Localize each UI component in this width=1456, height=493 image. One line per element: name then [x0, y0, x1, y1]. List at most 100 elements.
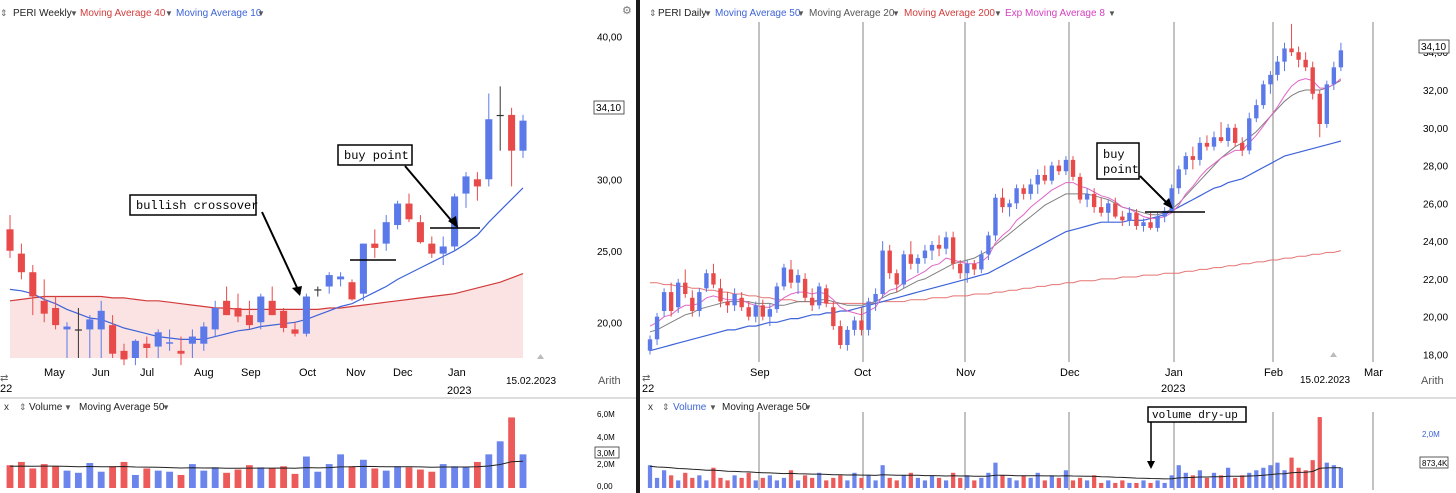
candle[interactable]	[1317, 90, 1322, 138]
volume-bar[interactable]	[314, 471, 322, 488]
volume-bar[interactable]	[943, 480, 949, 488]
volume-bar[interactable]	[371, 468, 379, 488]
weekly-volume-ma[interactable]: Moving Average 50	[79, 402, 165, 413]
candle[interactable]	[394, 200, 402, 230]
candle[interactable]	[1296, 46, 1301, 68]
candle[interactable]	[1063, 156, 1069, 175]
candle[interactable]	[1056, 159, 1062, 175]
volume-bar[interactable]	[915, 477, 921, 488]
panel-divider[interactable]	[636, 0, 640, 493]
candle[interactable]	[177, 336, 185, 366]
candle[interactable]	[1183, 152, 1188, 175]
candle[interactable]	[1091, 188, 1097, 213]
candle[interactable]	[936, 235, 942, 257]
weekly-drag-icon[interactable]: ⇕	[0, 8, 8, 18]
candle[interactable]	[915, 254, 921, 274]
volume-bar[interactable]	[972, 480, 977, 488]
candle[interactable]	[690, 290, 695, 317]
candle[interactable]	[337, 272, 345, 287]
volume-bar[interactable]	[1028, 477, 1033, 488]
volume-bar[interactable]	[901, 475, 906, 488]
candle[interactable]	[852, 316, 857, 336]
candle[interactable]	[1134, 209, 1139, 230]
volume-bar[interactable]	[1296, 467, 1301, 488]
volume-bar[interactable]	[1317, 417, 1322, 488]
volume-bar[interactable]	[1021, 475, 1026, 488]
candle[interactable]	[908, 241, 914, 270]
volume-bar[interactable]	[1084, 480, 1090, 488]
volume-bar[interactable]	[1113, 482, 1118, 488]
candle[interactable]	[880, 241, 885, 298]
volume-bar[interactable]	[337, 454, 345, 488]
volume-bar[interactable]	[302, 456, 310, 488]
candle[interactable]	[211, 300, 219, 337]
volume-bar[interactable]	[1324, 462, 1329, 488]
candle[interactable]	[405, 193, 413, 223]
daily-scroll-icon[interactable]: ⇄	[642, 373, 650, 384]
candle[interactable]	[943, 231, 949, 255]
candle[interactable]	[838, 320, 843, 349]
candle[interactable]	[774, 282, 780, 313]
candle[interactable]	[1324, 80, 1329, 128]
candle[interactable]	[1084, 188, 1090, 208]
candle[interactable]	[725, 292, 730, 313]
candle[interactable]	[1099, 197, 1104, 217]
candle[interactable]	[519, 114, 527, 158]
volume-bar[interactable]	[1218, 475, 1224, 488]
candle[interactable]	[1261, 80, 1266, 109]
volume-bar[interactable]	[1204, 477, 1210, 488]
volume-bar[interactable]	[887, 477, 892, 488]
volume-bar[interactable]	[416, 469, 424, 488]
volume-bar[interactable]	[873, 480, 878, 488]
candle[interactable]	[496, 86, 504, 151]
weekly-scroll-icon[interactable]: ⇄	[0, 373, 8, 384]
candle[interactable]	[1155, 212, 1160, 232]
candle[interactable]	[668, 282, 674, 317]
candle[interactable]	[1049, 161, 1055, 185]
volume-bar[interactable]	[1000, 475, 1005, 488]
volume-bar[interactable]	[1134, 482, 1139, 488]
candle[interactable]	[704, 269, 709, 293]
volume-bar[interactable]	[1303, 470, 1308, 488]
volume-bar[interactable]	[859, 477, 864, 488]
candle[interactable]	[817, 282, 822, 310]
volume-bar[interactable]	[29, 468, 37, 488]
candle[interactable]	[416, 215, 424, 244]
daily-symbol[interactable]: PERI Daily	[658, 8, 706, 19]
candle[interactable]	[1028, 178, 1033, 200]
candle[interactable]	[280, 307, 288, 333]
daily-volume-caret[interactable]: ▼	[709, 403, 717, 412]
volume-bar[interactable]	[936, 477, 942, 488]
volume-bar[interactable]	[654, 477, 660, 488]
candle[interactable]	[873, 288, 878, 311]
weekly-scale-label[interactable]: Arith	[598, 375, 621, 387]
volume-bar[interactable]	[40, 464, 48, 488]
candle[interactable]	[1042, 165, 1047, 185]
volume-bar[interactable]	[1338, 467, 1344, 488]
candle[interactable]	[1254, 99, 1259, 123]
candle[interactable]	[1120, 210, 1125, 226]
volume-bar[interactable]	[1063, 470, 1069, 488]
volume-bar[interactable]	[1247, 472, 1252, 488]
volume-bar[interactable]	[661, 470, 667, 488]
volume-bar[interactable]	[348, 466, 356, 488]
volume-bar[interactable]	[817, 472, 822, 488]
candle[interactable]	[1014, 184, 1019, 209]
candle[interactable]	[97, 300, 105, 358]
candle[interactable]	[802, 273, 808, 302]
volume-bar[interactable]	[979, 477, 984, 488]
volume-bar[interactable]	[291, 473, 299, 488]
candle[interactable]	[1127, 207, 1132, 226]
volume-bar[interactable]	[154, 470, 162, 488]
daily-drag-icon[interactable]: ⇕	[649, 8, 657, 18]
daily-volume-ma[interactable]: Moving Average 50	[722, 402, 808, 413]
weekly-ma40-label[interactable]: Moving Average 40	[80, 8, 166, 19]
candle[interactable]	[1070, 156, 1076, 181]
candle[interactable]	[257, 293, 265, 330]
daily-ma50-caret[interactable]: ▼	[797, 9, 805, 18]
volume-bar[interactable]	[143, 468, 151, 488]
candle[interactable]	[314, 286, 322, 297]
daily-ema8-caret[interactable]: ▼	[1108, 9, 1116, 18]
volume-bar[interactable]	[1070, 480, 1076, 488]
volume-bar[interactable]	[6, 465, 14, 488]
